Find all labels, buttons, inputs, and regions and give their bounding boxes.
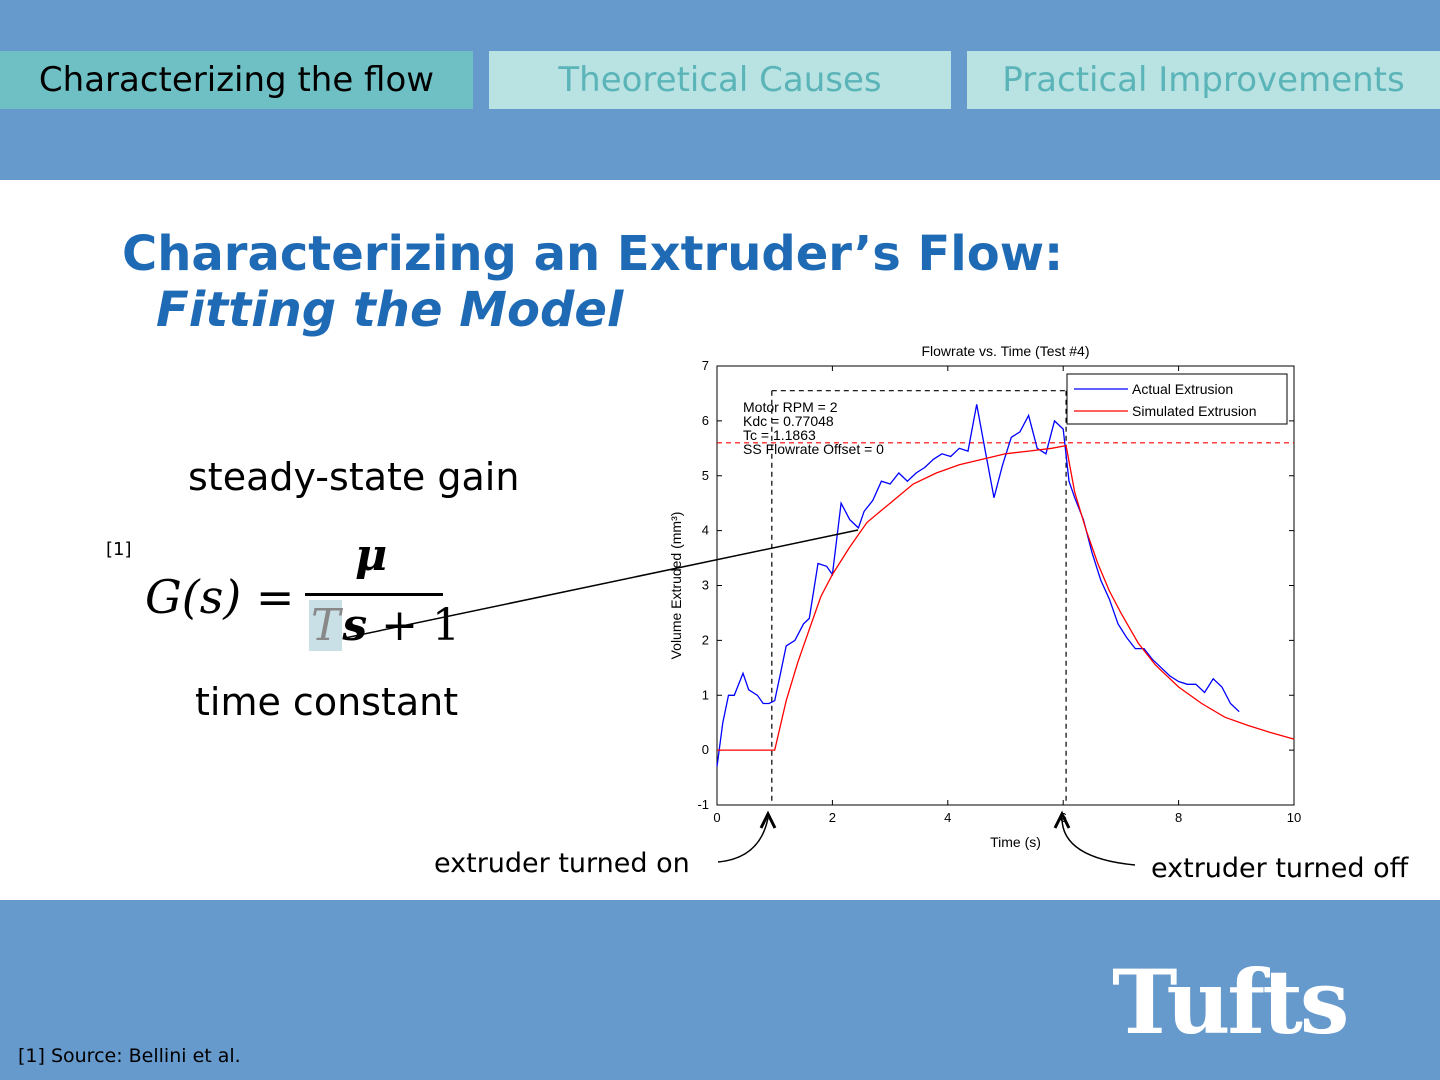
reference-marker: [1] <box>106 539 132 560</box>
source-footnote: [1] Source: Bellini et al. <box>18 1045 241 1067</box>
chart-title: Flowrate vs. Time (Test #4) <box>921 343 1089 359</box>
x-tick-label: 0 <box>713 810 720 825</box>
slide-subtitle: Fitting the Model <box>156 282 624 338</box>
tufts-logo: Tufts <box>1112 950 1349 1054</box>
legend-entry: Simulated Extrusion <box>1132 403 1257 419</box>
arrow-off-head <box>1053 810 1071 829</box>
y-tick-label: 2 <box>702 632 709 647</box>
y-tick-label: 4 <box>702 523 709 538</box>
x-axis-label: Time (s) <box>990 834 1041 850</box>
tab-theoretical-causes[interactable]: Theoretical Causes <box>489 51 951 109</box>
time-constant-symbol: T <box>309 600 343 651</box>
simulated-extrusion-line <box>717 444 1295 751</box>
pointer-line <box>344 529 859 639</box>
fraction-bar <box>305 593 443 596</box>
y-tick-label: 3 <box>702 578 709 593</box>
tab-practical-improvements[interactable]: Practical Improvements <box>967 51 1440 109</box>
equation-denominator: Ts + 1 <box>309 600 460 651</box>
footer-band <box>0 900 1440 1080</box>
legend-box <box>1066 373 1288 425</box>
legend-entry: Actual Extrusion <box>1132 381 1233 397</box>
y-tick-label: 1 <box>702 687 709 702</box>
arrow-on-head <box>759 810 777 829</box>
slide-title: Characterizing an Extruder’s Flow: <box>122 226 1064 282</box>
y-tick-label: 0 <box>702 742 709 757</box>
laplace-variable: s <box>342 600 368 651</box>
y-tick-label: -1 <box>697 797 709 812</box>
denominator-plus-one: + 1 <box>367 600 460 651</box>
y-tick-label: 5 <box>702 468 709 483</box>
arrow-off-curve <box>1061 817 1136 866</box>
arrow-on-curve <box>717 817 769 863</box>
steady-state-gain-label: steady-state gain <box>188 455 520 499</box>
annotation-overlay <box>344 529 1136 866</box>
actual-extrusion-line <box>716 404 1240 767</box>
x-tick-label: 4 <box>944 810 951 825</box>
equation-lhs: G(s) = <box>145 570 295 624</box>
y-tick-label: 7 <box>702 358 709 373</box>
tab-characterizing-the-flow[interactable]: Characterizing the flow <box>0 51 473 109</box>
model-info-line: Motor RPM = 2 <box>743 399 838 415</box>
y-tick-label: 6 <box>702 413 709 428</box>
x-tick-label: 10 <box>1287 810 1301 825</box>
plot-area <box>716 365 1295 806</box>
transfer-function-equation: G(s) = μ Ts + 1 <box>145 530 460 660</box>
extruder-on-annotation: extruder turned on <box>434 848 690 879</box>
extruder-off-annotation: extruder turned off <box>1151 853 1409 884</box>
model-info-line: Kdc = 0.77048 <box>743 413 834 429</box>
equation-numerator: μ <box>355 530 388 581</box>
time-constant-label: time constant <box>195 680 459 724</box>
x-tick-label: 8 <box>1175 810 1182 825</box>
model-info-line: Tc = 1.1863 <box>743 427 816 443</box>
y-axis-label: Volume Extruded (mm³) <box>668 512 684 660</box>
model-info-line: SS Flowrate Offset = 0 <box>743 441 884 457</box>
x-tick-label: 2 <box>829 810 836 825</box>
